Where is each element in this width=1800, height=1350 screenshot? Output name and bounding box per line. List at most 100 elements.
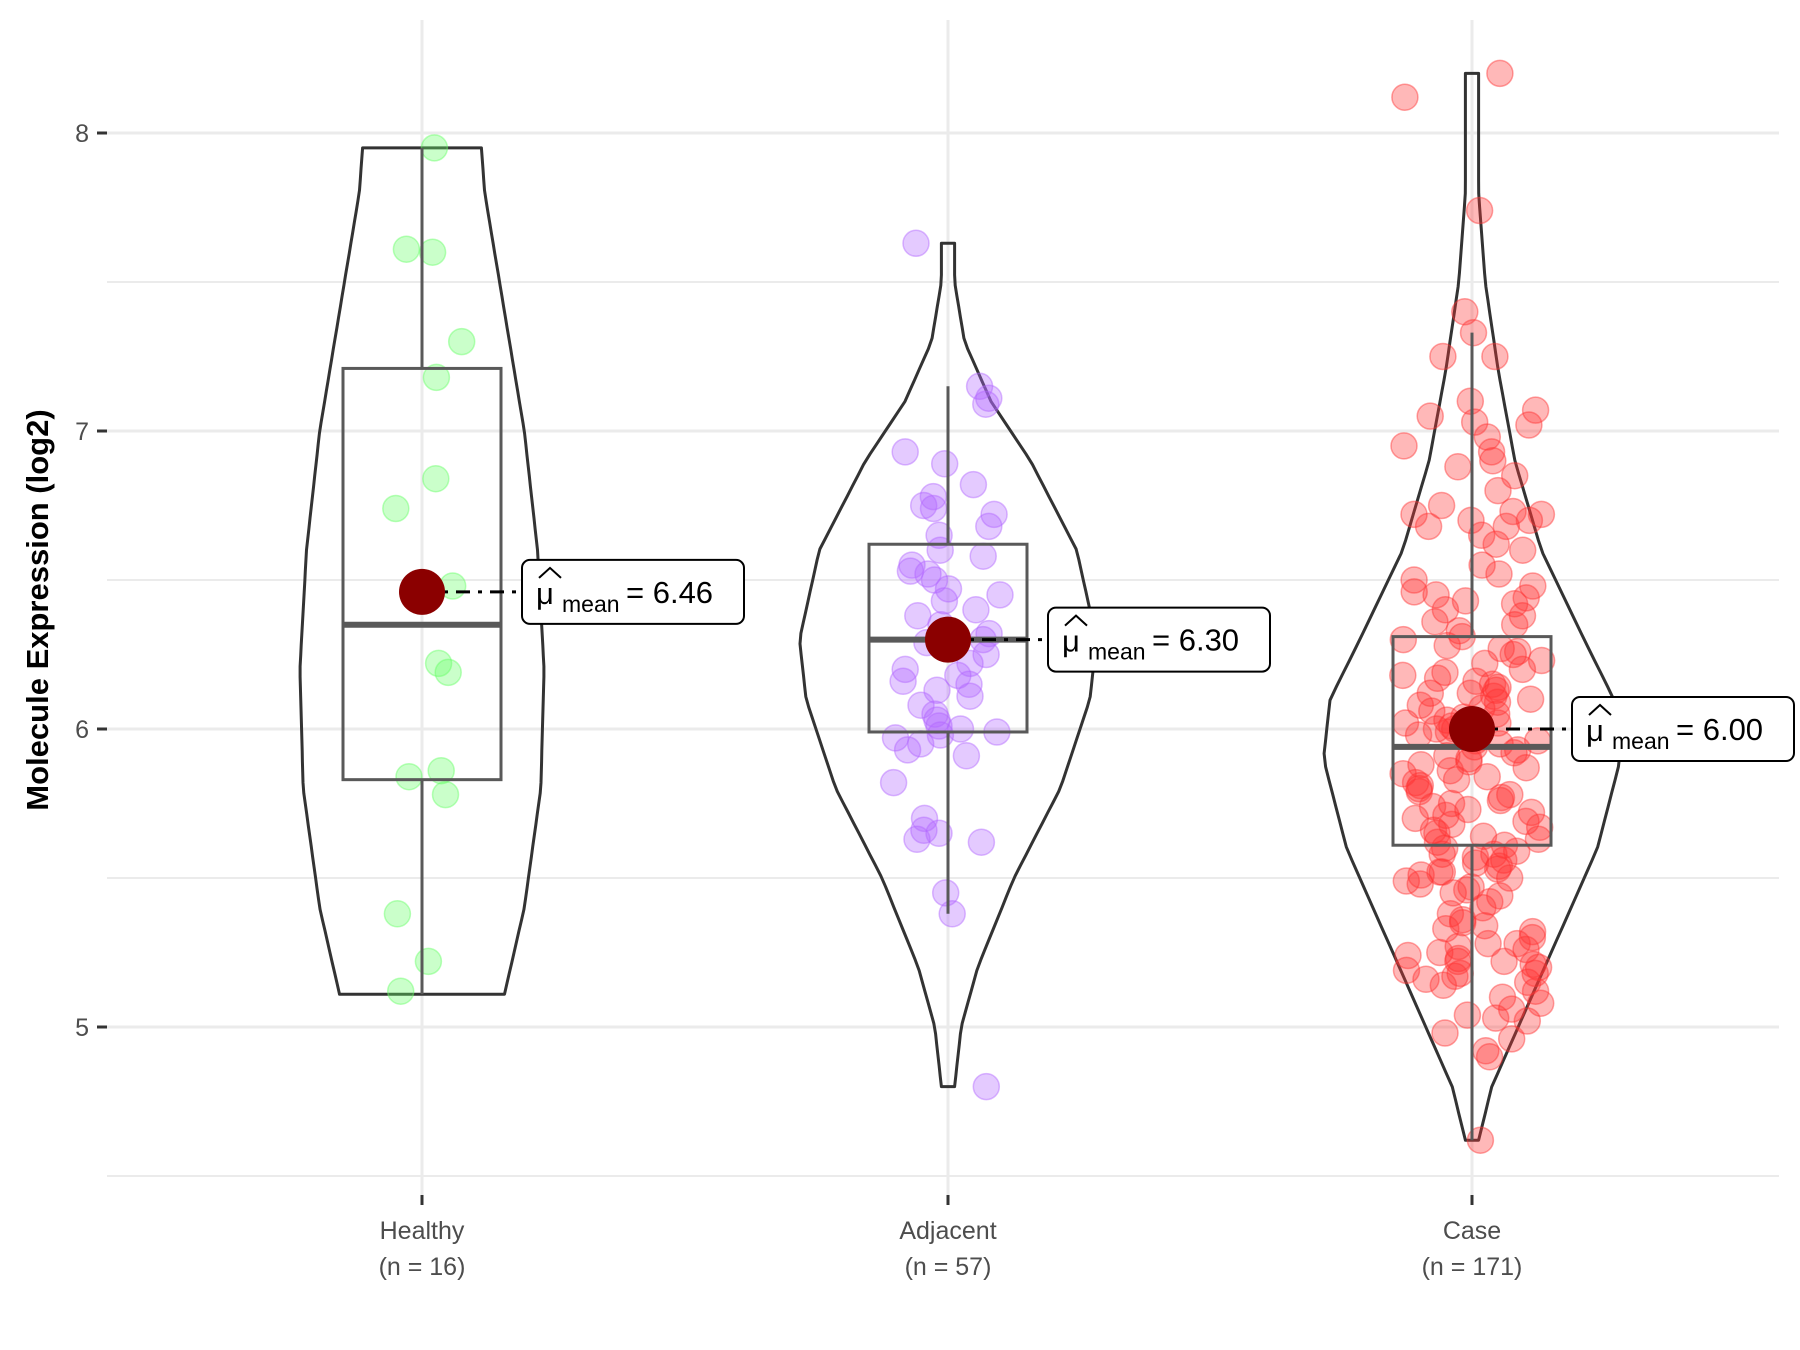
data-point	[1499, 497, 1527, 526]
data-point	[1400, 566, 1428, 594]
data-point	[931, 879, 960, 907]
data-point	[1512, 753, 1540, 782]
data-point	[1499, 640, 1527, 669]
group-adjacent: μ mean = 6.30	[798, 229, 1271, 1101]
data-point	[386, 977, 415, 1005]
data-point	[1461, 849, 1490, 877]
data-point	[1405, 774, 1433, 803]
data-point	[986, 581, 1014, 609]
data-point	[1437, 789, 1466, 818]
data-point	[1400, 500, 1428, 529]
data-point	[392, 235, 421, 263]
data-point	[972, 1072, 1001, 1101]
data-point	[919, 494, 948, 523]
mean-label-value: = 6.00	[1676, 712, 1763, 747]
data-point	[1485, 852, 1514, 880]
mean-point	[1449, 706, 1495, 752]
data-point	[1490, 846, 1518, 874]
data-point	[930, 450, 959, 478]
data-point	[1508, 655, 1537, 684]
data-point	[1391, 709, 1420, 737]
data-point	[447, 327, 476, 356]
group-healthy: μ mean = 6.46	[298, 134, 745, 1005]
data-point	[434, 658, 462, 687]
data-point	[1469, 822, 1498, 851]
mean-label-value: = 6.46	[626, 575, 713, 610]
data-point	[1518, 923, 1547, 952]
data-point	[891, 655, 919, 684]
data-point	[1497, 1025, 1526, 1053]
data-point	[952, 742, 981, 770]
data-point	[910, 804, 939, 833]
data-point	[1436, 900, 1465, 928]
data-point	[1476, 888, 1504, 916]
data-point	[1406, 691, 1435, 719]
data-point	[1497, 995, 1526, 1023]
data-point	[1427, 491, 1456, 520]
data-point	[1512, 807, 1540, 836]
data-point	[1521, 396, 1550, 424]
data-point	[896, 557, 925, 585]
data-point	[1431, 596, 1460, 624]
data-point	[889, 667, 917, 696]
data-point	[975, 384, 1003, 412]
data-point	[921, 700, 949, 728]
data-point	[972, 390, 1000, 418]
data-point	[1467, 521, 1496, 550]
data-point	[1525, 813, 1554, 842]
data-point	[907, 691, 935, 719]
data-point	[891, 438, 919, 466]
group-case: μ mean = 6.00	[1322, 59, 1795, 1154]
data-point	[879, 768, 908, 797]
data-point	[1475, 1043, 1504, 1071]
data-point	[920, 566, 949, 594]
data-point	[1473, 762, 1501, 791]
data-point	[1496, 780, 1524, 809]
y-tick-label: 8	[75, 120, 89, 148]
data-point	[1448, 905, 1477, 934]
data-point	[1524, 953, 1553, 982]
data-point	[1474, 929, 1502, 958]
data-point	[1444, 453, 1472, 481]
mean-label-box	[1571, 696, 1795, 762]
data-point	[956, 649, 984, 678]
data-point	[1495, 864, 1524, 892]
data-point	[1390, 432, 1418, 460]
data-point	[893, 736, 922, 764]
mean-label-mu: μ	[1586, 713, 1604, 748]
data-point	[1486, 882, 1514, 910]
data-point	[1527, 500, 1556, 529]
data-point	[914, 560, 942, 588]
data-point	[1436, 756, 1465, 785]
x-tick-label-group: Healthy	[380, 1217, 465, 1245]
data-point	[1500, 590, 1529, 618]
data-point	[980, 500, 1008, 529]
data-point	[1480, 682, 1508, 710]
data-point	[1412, 965, 1440, 994]
data-point	[1453, 1001, 1482, 1029]
data-point	[1430, 834, 1459, 862]
data-point	[1512, 584, 1540, 612]
data-point	[910, 816, 938, 845]
data-point	[1431, 1019, 1459, 1047]
data-point	[1517, 798, 1546, 827]
data-point	[1392, 956, 1421, 985]
data-point	[382, 494, 410, 523]
data-point	[1479, 447, 1507, 475]
data-point	[930, 587, 959, 615]
violin-outline	[1322, 71, 1622, 1142]
data-point	[934, 575, 963, 603]
data-point	[1503, 637, 1532, 666]
data-point	[1487, 783, 1516, 812]
data-point	[1441, 962, 1469, 991]
data-point	[1433, 631, 1461, 660]
data-point	[431, 780, 460, 809]
data-point	[1423, 664, 1452, 693]
data-point	[1508, 536, 1537, 564]
data-point	[1439, 879, 1467, 907]
hat-accent-icon	[538, 566, 562, 579]
data-point	[1466, 1126, 1495, 1154]
data-point	[1483, 855, 1512, 883]
data-point	[422, 363, 451, 392]
